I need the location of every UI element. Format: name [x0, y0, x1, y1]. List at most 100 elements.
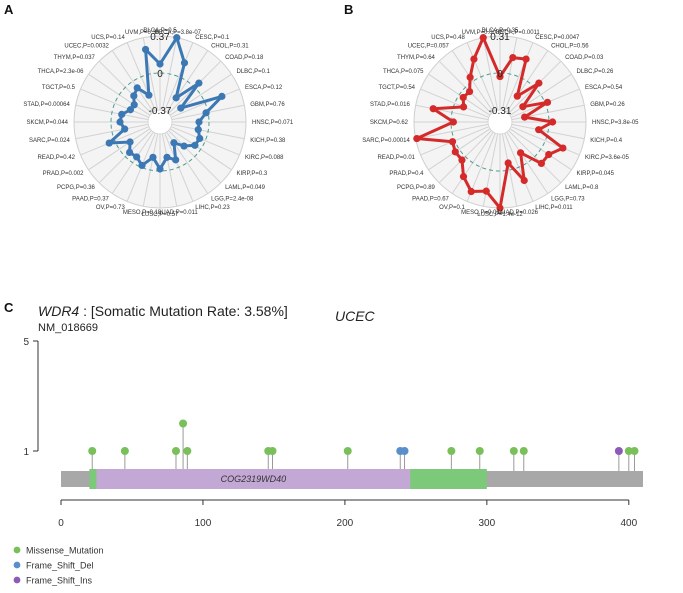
mutation-point	[624, 447, 633, 455]
spoke-label-thca: THCA,P=2.3e-06	[38, 69, 85, 75]
spoke-label-blca: BLCA,P=0.35	[482, 28, 519, 34]
radar-point-laml	[180, 142, 188, 150]
radar-point-cesc	[522, 55, 530, 63]
radar-point-esca	[543, 98, 552, 106]
spoke-label-prad: PRAD,P=0.002	[43, 171, 85, 177]
radar-point-ucec	[466, 73, 474, 81]
spoke-label-thym: THYM,P=0.64	[397, 55, 436, 61]
radar-spoke	[420, 88, 490, 118]
x-tick-label: 100	[195, 518, 212, 529]
legend-label: Missense_Mutation	[26, 546, 104, 556]
panel-c-letter: C	[4, 300, 14, 315]
spoke-label-paad: PAAD,P=0.37	[72, 197, 109, 203]
transcript-id: NM_018669	[38, 322, 98, 334]
spoke-label-laml: LAML,P=0.8	[565, 185, 599, 191]
radar-point-skcm	[449, 118, 457, 126]
radar-point-pcpg	[458, 156, 466, 164]
radar-point-hnsc	[195, 118, 203, 126]
radar-point-thym	[465, 87, 474, 96]
radar-point-kirp	[191, 141, 199, 149]
legend-label: Frame_Shift_Ins	[26, 576, 93, 586]
spoke-label-skcm: SKCM,P=0.044	[26, 120, 68, 126]
y-tick-label: 1	[23, 447, 29, 458]
spoke-label-kirc: KIRC,P=0.088	[245, 155, 284, 161]
radar-point-chol	[513, 92, 521, 100]
ring-label: -0.31	[489, 106, 512, 117]
radar-point-brca	[173, 34, 181, 42]
spoke-label-lgg: LGG,P=2.4e-08	[211, 197, 254, 203]
radar-point-gbm	[202, 109, 210, 117]
radar-spoke	[75, 123, 149, 140]
radar-point-stad	[118, 110, 126, 118]
mutation-point	[447, 447, 456, 455]
radar-point-sarc	[121, 125, 129, 133]
spoke-label-read: READ,P=0.42	[37, 155, 75, 161]
spoke-label-lusc: LUSC,P=0.57	[142, 212, 180, 218]
mutation-point	[614, 447, 623, 455]
spoke-label-lusc: LUSC,P=1.4e-12	[477, 212, 523, 218]
spoke-label-lihc: LIHC,P=0.23	[195, 205, 230, 211]
spoke-label-lihc: LIHC,P=0.011	[535, 205, 573, 211]
spoke-label-cesc: CESC,P=0.0047	[535, 35, 580, 41]
spoke-label-pcpg: PCPG,P=0.36	[57, 185, 96, 191]
radar-point-uvm	[479, 34, 487, 42]
ring-label: 0.37	[150, 32, 170, 43]
spoke-label-luad: LUAD,P=0.011	[158, 210, 198, 216]
spoke-label-chol: CHOL,P=0.56	[551, 44, 589, 50]
radar-point-ucs	[145, 91, 153, 99]
ring-label: 0.31	[490, 32, 510, 43]
radar-point-ucec	[133, 84, 141, 92]
x-tick-label: 300	[479, 518, 496, 529]
x-tick-label: 200	[337, 518, 354, 529]
mutation-point	[183, 447, 192, 455]
legend-marker	[13, 561, 21, 569]
spoke-label-brca: BRCA,P=0.0011	[496, 30, 540, 36]
radar-spoke	[111, 50, 154, 113]
radar-point-dlbc	[519, 103, 527, 111]
mutation-point	[509, 447, 518, 455]
radar-point-coad	[535, 79, 543, 87]
radar-point-lihc	[520, 176, 528, 185]
spoke-label-luad: LUAD,P=0.026	[498, 210, 539, 216]
radar-point-kirc	[196, 134, 204, 143]
radar-point-read	[448, 138, 457, 146]
radar-spoke	[88, 128, 151, 171]
radar-spoke	[510, 126, 580, 156]
radar-point-esca	[218, 92, 226, 100]
spoke-label-kirc: KIRC,P=3.6e-05	[585, 155, 630, 161]
x-tick-label: 0	[58, 518, 64, 529]
spoke-label-blca: BLCA,P=0.5	[143, 28, 177, 34]
spoke-label-paad: PAAD,P=0.67	[412, 197, 449, 203]
zero-ring	[110, 72, 210, 172]
radar-center	[147, 109, 173, 135]
mutation-legend: Missense_Mutation Frame_Shift_Del Frame_Sh…	[13, 546, 104, 586]
radar-point-tgct	[459, 103, 468, 111]
radar-point-blca	[496, 72, 504, 81]
mutation-lollipop-chart: WDR4 : [Somatic Mutation Rate: 3.58%] NM…	[13, 303, 643, 586]
radar-point-kich	[194, 126, 202, 134]
spoke-label-ucec: UCEC,P=0.057	[408, 44, 450, 50]
spoke-label-read: READ,P=0.01	[377, 155, 415, 161]
spoke-label-ov: OV,P=0.1	[439, 205, 465, 211]
radar-point-coad	[195, 79, 203, 87]
mutation-point	[475, 447, 484, 455]
radar-point-lihc	[172, 156, 180, 164]
radar-point-meso	[482, 187, 490, 195]
spoke-label-stad: STAD,P=0.016	[370, 102, 410, 108]
spoke-label-uvm: UVM,P=0.0087	[462, 30, 504, 36]
radar-spoke	[428, 128, 491, 171]
spoke-label-hnsc: HNSC,P=0.071	[252, 120, 294, 126]
radar-point-sarc	[413, 134, 421, 143]
ring-label: 0	[157, 69, 163, 80]
radar-point-dlbc	[177, 104, 185, 112]
panel-a-letter: A	[4, 2, 14, 17]
spoke-label-tgct: TGCT,P=0.54	[378, 85, 415, 91]
radar-point-prad	[126, 138, 134, 146]
domain-cog2319wd40	[96, 469, 411, 489]
radar-spoke	[170, 126, 240, 156]
spoke-label-meso: MESO,P=0.084	[461, 210, 504, 216]
gene-name: WDR4	[38, 303, 79, 319]
mutation-point	[120, 447, 129, 455]
spoke-label-lgg: LGG,P=0.73	[551, 197, 585, 203]
radar-point-lgg	[170, 139, 178, 147]
